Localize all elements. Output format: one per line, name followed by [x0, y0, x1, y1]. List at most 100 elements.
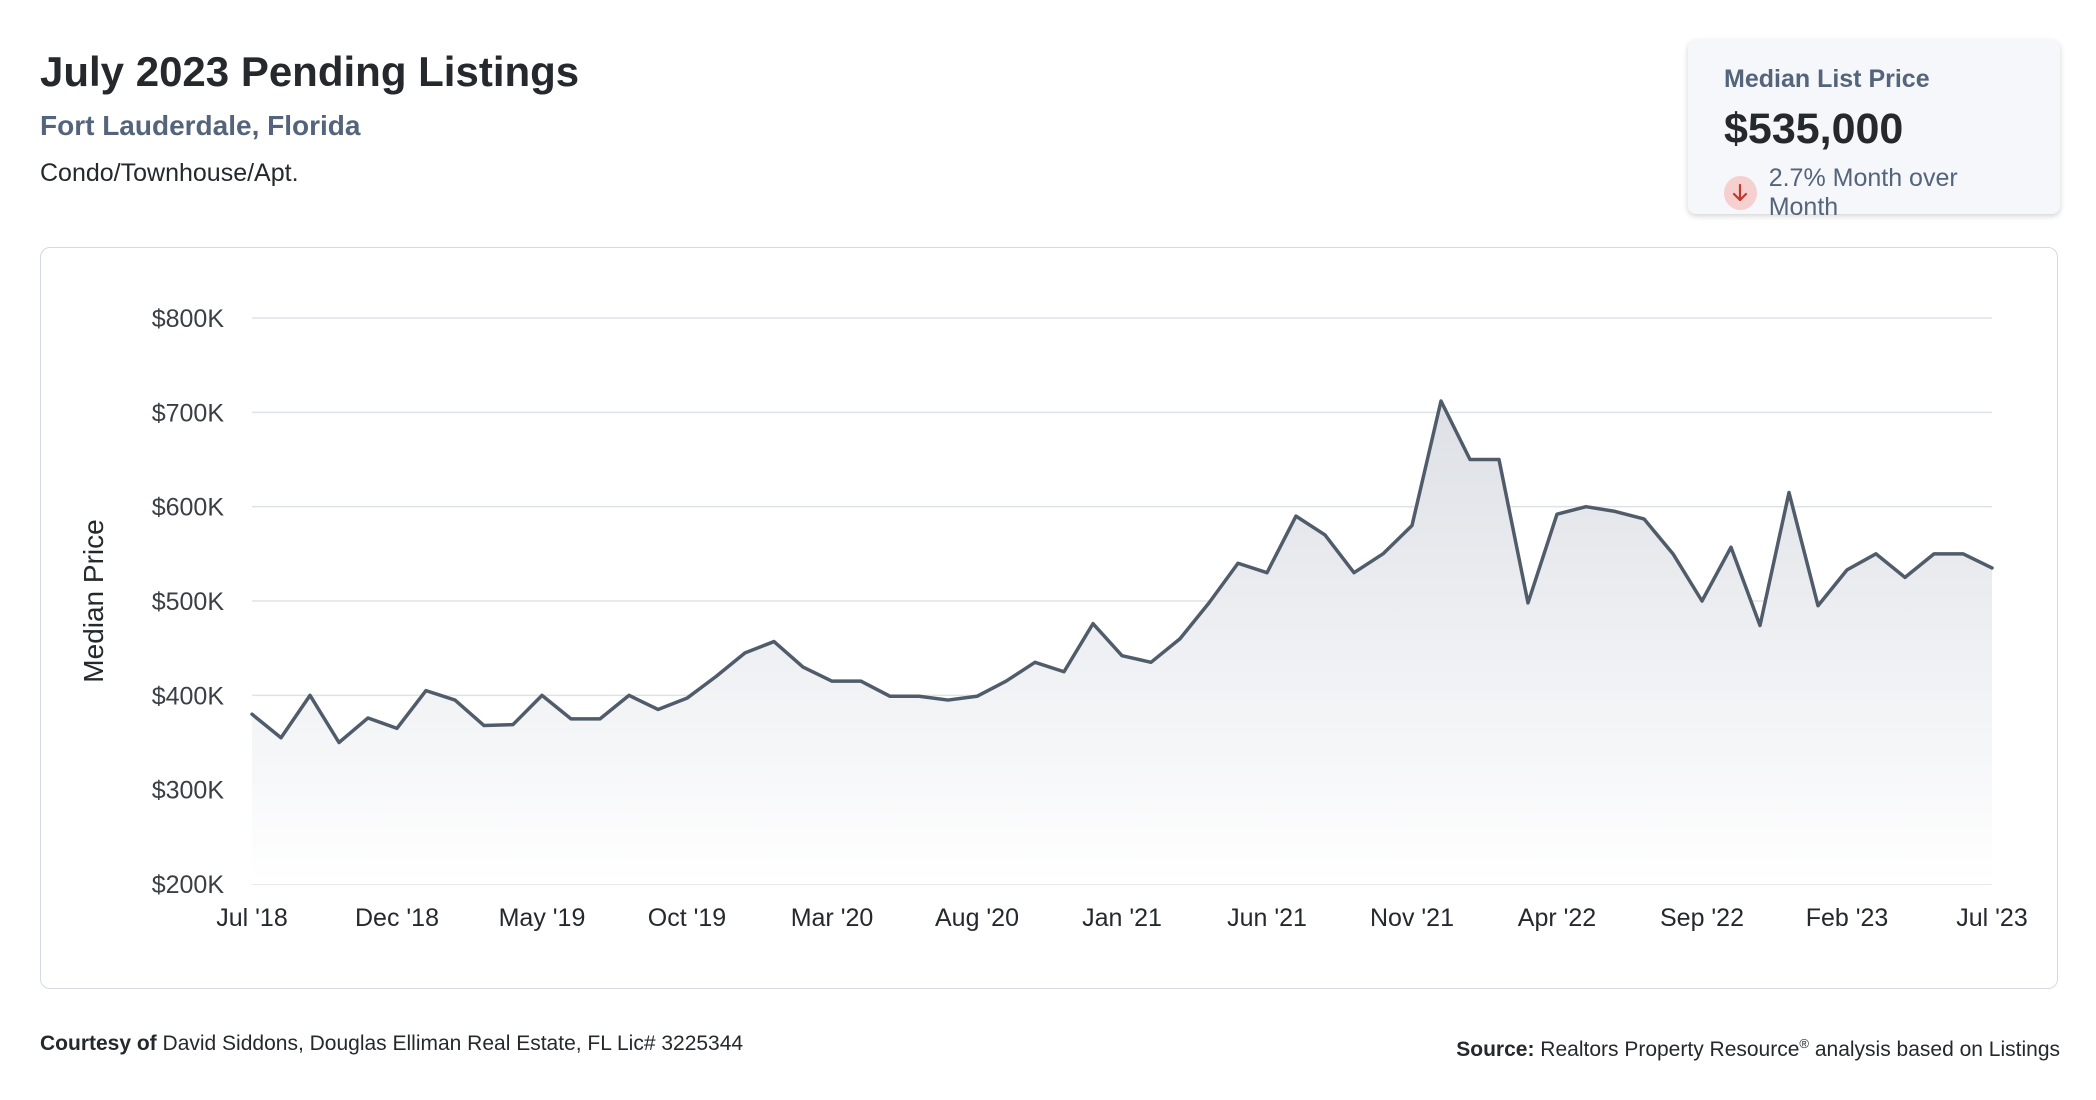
- data-point: [250, 712, 254, 716]
- source-label: Source:: [1456, 1038, 1535, 1061]
- x-tick-label: Oct '19: [648, 904, 726, 932]
- data-point: [424, 689, 428, 693]
- y-tick-label: $800K: [152, 305, 225, 333]
- y-tick-label: $300K: [152, 777, 225, 805]
- chart-panel: $200K $300K $400K $500K $600K $700K $800K Media…: [40, 247, 2058, 989]
- y-tick-label: $400K: [152, 682, 225, 710]
- data-point: [569, 717, 573, 721]
- data-point: [830, 679, 834, 683]
- data-point: [1439, 399, 1443, 403]
- data-point: [1642, 517, 1646, 521]
- data-point: [1323, 533, 1327, 537]
- data-point: [1468, 458, 1472, 462]
- registered-mark: ®: [1799, 1036, 1809, 1051]
- location-subtitle: Fort Lauderdale, Florida: [40, 110, 361, 141]
- x-tick-label: Aug '20: [935, 904, 1019, 932]
- median-price-card: Median List Price $535,000 2.7% Month ov…: [1688, 40, 2060, 221]
- x-tick-label: Dec '18: [355, 904, 439, 932]
- data-point: [1903, 575, 1907, 579]
- data-point: [1729, 545, 1733, 549]
- data-point: [1613, 509, 1617, 513]
- arrow-down-icon: [1724, 176, 1757, 210]
- data-point: [1700, 599, 1704, 603]
- data-point: [453, 698, 457, 702]
- y-tick-label: $600K: [152, 494, 225, 522]
- data-point: [1062, 670, 1066, 674]
- data-point: [511, 723, 515, 727]
- data-point: [1265, 571, 1269, 575]
- source-text-a: Realtors Property Resource: [1540, 1038, 1800, 1061]
- page-title: July 2023 Pending Listings: [40, 48, 580, 95]
- data-point: [1236, 561, 1240, 565]
- data-point: [1207, 601, 1211, 605]
- courtesy-label: Courtesy of: [40, 1032, 157, 1055]
- data-point: [482, 724, 486, 728]
- data-point: [1816, 604, 1820, 608]
- data-point: [888, 694, 892, 698]
- x-tick-label: May '19: [499, 904, 586, 932]
- data-point: [1381, 552, 1385, 556]
- x-tick-label: Feb '23: [1806, 904, 1889, 932]
- y-axis-label: Median Price: [78, 519, 109, 682]
- kpi-value: $535,000: [1724, 105, 1904, 153]
- x-tick-label: Sep '22: [1660, 904, 1744, 932]
- data-point: [1091, 622, 1095, 626]
- report-header: July 2023 Pending Listings Fort Lauderda…: [40, 44, 579, 190]
- data-point: [1033, 660, 1037, 664]
- data-point: [598, 717, 602, 721]
- x-tick-label: Nov '21: [1370, 904, 1454, 932]
- data-point: [1990, 566, 1994, 570]
- data-point: [1584, 505, 1588, 509]
- data-point: [1874, 552, 1878, 556]
- courtesy-text: David Siddons, Douglas Elliman Real Esta…: [162, 1032, 744, 1055]
- data-point: [975, 694, 979, 698]
- area-fill: [252, 401, 1992, 884]
- data-point: [1932, 552, 1936, 556]
- data-point: [685, 696, 689, 700]
- data-point: [1961, 552, 1965, 556]
- x-tick-label: Jan '21: [1082, 904, 1162, 932]
- kpi-change-text: 2.7% Month over Month: [1768, 164, 1958, 221]
- data-point: [1410, 524, 1414, 528]
- x-tick-label: Mar '20: [791, 904, 874, 932]
- data-point: [772, 640, 776, 644]
- data-point: [366, 716, 370, 720]
- data-point: [743, 651, 747, 655]
- data-point: [1845, 568, 1849, 572]
- data-point: [1497, 458, 1501, 462]
- data-point: [1004, 679, 1008, 683]
- kpi-change: 2.7% Month over Month: [1724, 164, 2024, 222]
- data-point: [1178, 637, 1182, 641]
- series-line: [250, 399, 1994, 745]
- y-tick-label: $700K: [152, 399, 225, 427]
- x-tick-label: Jul '23: [1956, 904, 2027, 932]
- data-point: [627, 693, 631, 697]
- data-point: [1555, 512, 1559, 516]
- data-point: [714, 674, 718, 678]
- x-tick-label: Jun '21: [1227, 904, 1307, 932]
- kpi-label: Median List Price: [1724, 65, 1930, 93]
- data-point: [1120, 654, 1124, 658]
- data-point: [540, 693, 544, 697]
- median-price-chart: $200K $300K $400K $500K $600K $700K $800K Media…: [78, 305, 2028, 932]
- source-text-b: analysis based on Listings: [1814, 1038, 2060, 1061]
- data-point: [308, 693, 312, 697]
- data-point: [279, 736, 283, 740]
- data-point: [1352, 571, 1356, 575]
- data-point: [1526, 601, 1530, 605]
- data-point: [946, 698, 950, 702]
- data-point: [337, 741, 341, 745]
- data-point: [1294, 514, 1298, 518]
- data-point: [1758, 624, 1762, 628]
- source-footer: Source: Realtors Property Resource® anal…: [1456, 1030, 2060, 1064]
- data-point: [801, 665, 805, 669]
- y-tick-label: $200K: [152, 871, 225, 899]
- property-type-label: Condo/Townhouse/Apt.: [40, 159, 299, 187]
- data-point: [1671, 552, 1675, 556]
- y-tick-label: $500K: [152, 588, 225, 616]
- data-point: [395, 726, 399, 730]
- data-point: [1787, 491, 1791, 495]
- data-point: [656, 707, 660, 711]
- x-tick-label: Apr '22: [1518, 904, 1596, 932]
- data-point: [917, 694, 921, 698]
